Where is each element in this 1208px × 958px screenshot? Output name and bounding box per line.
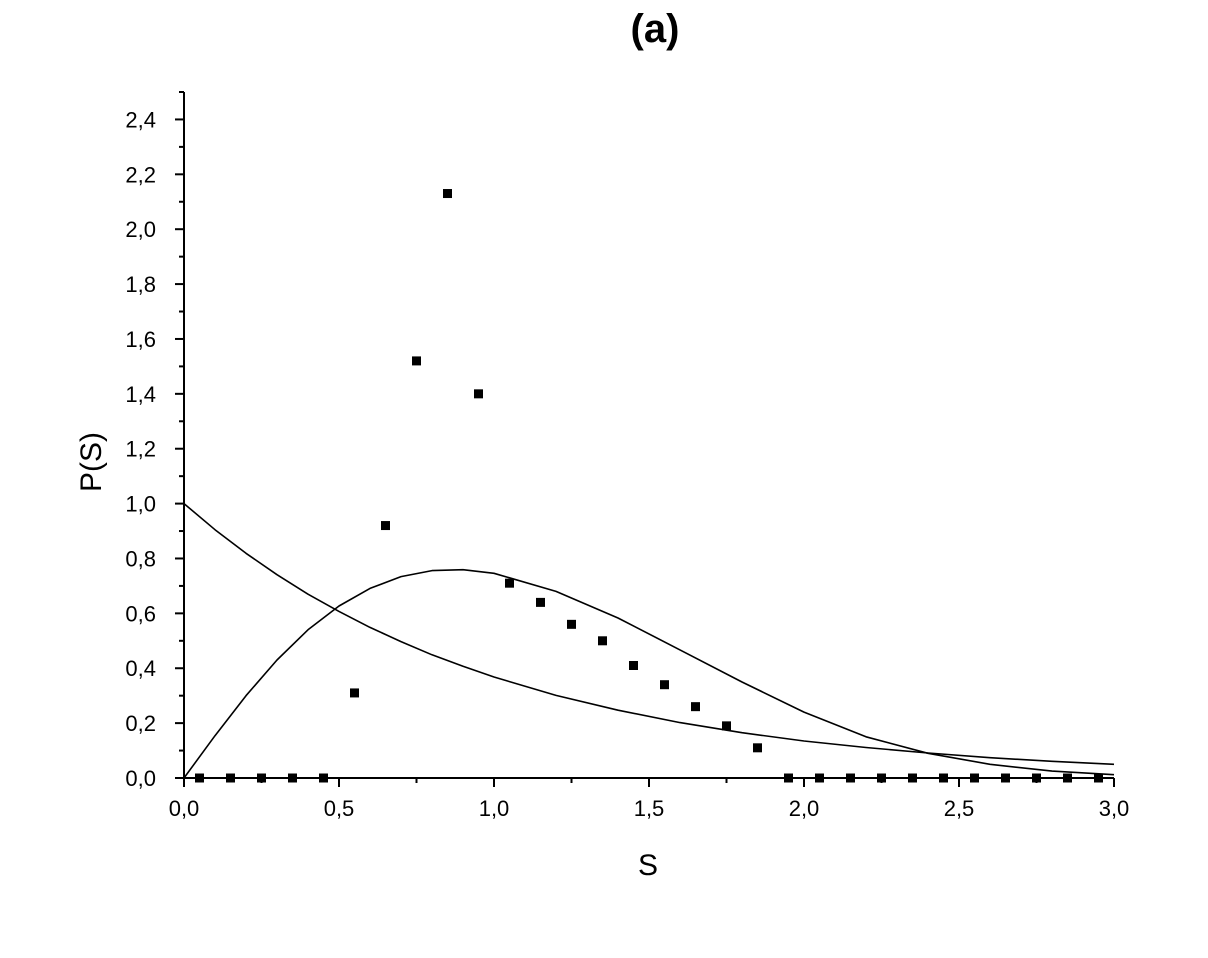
data-point	[567, 619, 576, 629]
curve-2	[183, 502, 1115, 766]
data-point	[350, 688, 359, 698]
x-tick-label: 1,0	[479, 796, 510, 821]
y-tick-label: 1,0	[125, 492, 156, 517]
data-point	[939, 773, 948, 783]
data-point	[1094, 773, 1103, 783]
data-point	[536, 597, 545, 607]
data-point	[412, 356, 421, 366]
x-tick-label: 3,0	[1099, 796, 1130, 821]
data-point	[319, 773, 328, 783]
data-point	[381, 521, 390, 531]
y-tick-label: 1,8	[125, 272, 156, 297]
data-points	[195, 189, 1103, 783]
axis-tick-labels: 0,0 0,5 1,0 1,5 2,0 2,5 3,0 0,0 0,2 0,4 0,6 0,8 1,0 1…	[125, 107, 1129, 821]
data-point	[970, 773, 979, 783]
y-tick-label: 1,6	[125, 327, 156, 352]
data-point	[288, 773, 297, 783]
data-point	[877, 773, 886, 783]
y-tick-label: 2,0	[125, 217, 156, 242]
data-point	[908, 773, 917, 783]
data-point	[629, 660, 638, 670]
data-point	[257, 773, 266, 783]
y-tick-label: 2,4	[125, 107, 156, 132]
y-tick-label: 0,6	[125, 601, 156, 626]
x-axis-title: S	[638, 849, 658, 882]
x-tick-label: 1,5	[634, 796, 665, 821]
data-point	[753, 743, 762, 753]
data-point	[443, 189, 452, 199]
data-point	[505, 578, 514, 588]
y-tick-label: 1,4	[125, 382, 156, 407]
chart-title: (a)	[631, 7, 680, 51]
axis-ticks	[175, 91, 1115, 787]
y-tick-label: 0,8	[125, 546, 156, 571]
x-tick-label: 2,5	[944, 796, 975, 821]
data-point	[784, 773, 793, 783]
x-tick-label: 0,5	[324, 796, 355, 821]
x-tick-label: 0,0	[169, 796, 200, 821]
data-point	[815, 773, 824, 783]
data-point	[1063, 773, 1072, 783]
x-tick-label: 2,0	[789, 796, 820, 821]
data-point	[195, 773, 204, 783]
data-point	[474, 389, 483, 399]
y-tick-label: 2,2	[125, 162, 156, 187]
fit-curves	[183, 502, 1115, 779]
y-tick-label: 0,4	[125, 656, 156, 681]
y-tick-label: 0,2	[125, 711, 156, 736]
curve-1	[183, 568, 1115, 779]
data-point	[846, 773, 855, 783]
plot-axes	[183, 92, 1114, 779]
y-tick-label: 0,0	[125, 766, 156, 791]
data-point	[1001, 773, 1010, 783]
data-point	[1032, 773, 1041, 783]
data-point	[598, 636, 607, 646]
data-point	[722, 721, 731, 731]
y-tick-label: 1,2	[125, 437, 156, 462]
y-axis-title: P(S)	[75, 432, 108, 492]
data-point	[226, 773, 235, 783]
data-point	[660, 680, 669, 690]
data-point	[691, 702, 700, 712]
